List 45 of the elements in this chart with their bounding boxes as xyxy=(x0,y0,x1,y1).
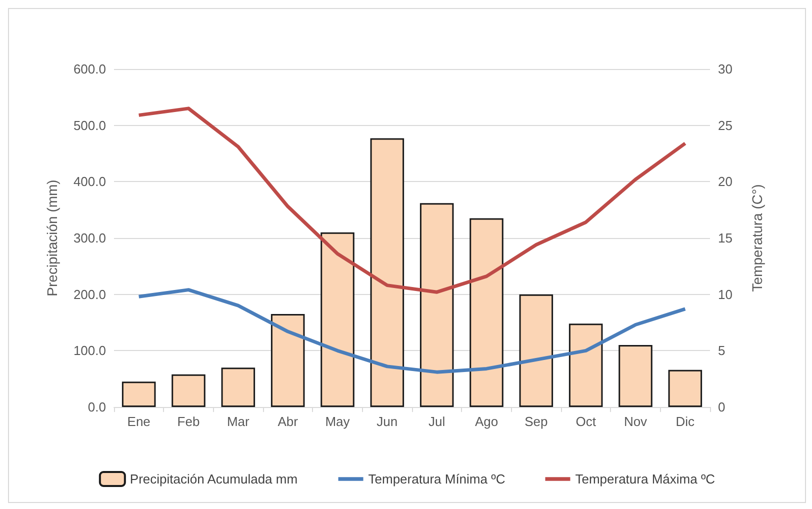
y2-tick-label: 5 xyxy=(718,343,726,358)
y2-tick-label: 30 xyxy=(718,62,732,76)
x-tick-label: Jun xyxy=(376,414,398,429)
x-tick-label: Feb xyxy=(177,414,200,429)
bar xyxy=(370,138,404,407)
x-tick-label: Dic xyxy=(676,414,696,429)
y-axis-title: Precipitación (mm) xyxy=(44,180,60,296)
bar xyxy=(320,232,354,407)
bar xyxy=(122,382,156,407)
bar xyxy=(221,368,256,407)
y-tick-label: 400.0 xyxy=(73,174,106,190)
x-tick-label: Ene xyxy=(127,414,150,429)
y2-axis-title: Temperatura (C°) xyxy=(749,184,765,292)
y-tick-label: 600.0 xyxy=(73,62,106,76)
bar xyxy=(270,314,305,407)
legend-label: Temperatura Máxima ºC xyxy=(575,472,716,486)
y-tick-label: 0.0 xyxy=(88,400,106,414)
y2-tick-label: 25 xyxy=(718,118,732,133)
y-tick-label: 200.0 xyxy=(73,286,106,302)
x-tick-label: Sep xyxy=(524,414,548,429)
bar xyxy=(618,345,652,407)
x-tick-label: Mar xyxy=(226,414,250,429)
bar xyxy=(470,218,504,407)
legend-label: Precipitación Acumulada mm xyxy=(130,472,298,486)
y-tick-label: 100.0 xyxy=(73,343,106,358)
x-tick-label: Nov xyxy=(624,414,648,429)
bar xyxy=(172,374,206,407)
y-tick-label: 500.0 xyxy=(73,118,106,133)
line-series xyxy=(137,288,687,374)
line-series xyxy=(137,106,687,294)
bar xyxy=(568,324,603,407)
bar xyxy=(519,294,554,407)
y2-tick-label: 15 xyxy=(718,230,732,246)
bar xyxy=(668,370,702,407)
y2-tick-label: 10 xyxy=(718,286,732,302)
bar xyxy=(420,203,454,407)
y2-tick-label: 0 xyxy=(718,400,726,414)
y2-tick-label: 20 xyxy=(718,174,732,190)
legend-label: Temperatura Mínima ºC xyxy=(368,472,506,486)
x-tick-label: Abr xyxy=(278,414,299,429)
y-tick-label: 300.0 xyxy=(73,230,106,246)
x-tick-label: Jul xyxy=(428,414,446,429)
x-tick-label: May xyxy=(325,414,350,429)
x-tick-label: Oct xyxy=(576,414,596,429)
x-tick-label: Ago xyxy=(474,414,498,429)
